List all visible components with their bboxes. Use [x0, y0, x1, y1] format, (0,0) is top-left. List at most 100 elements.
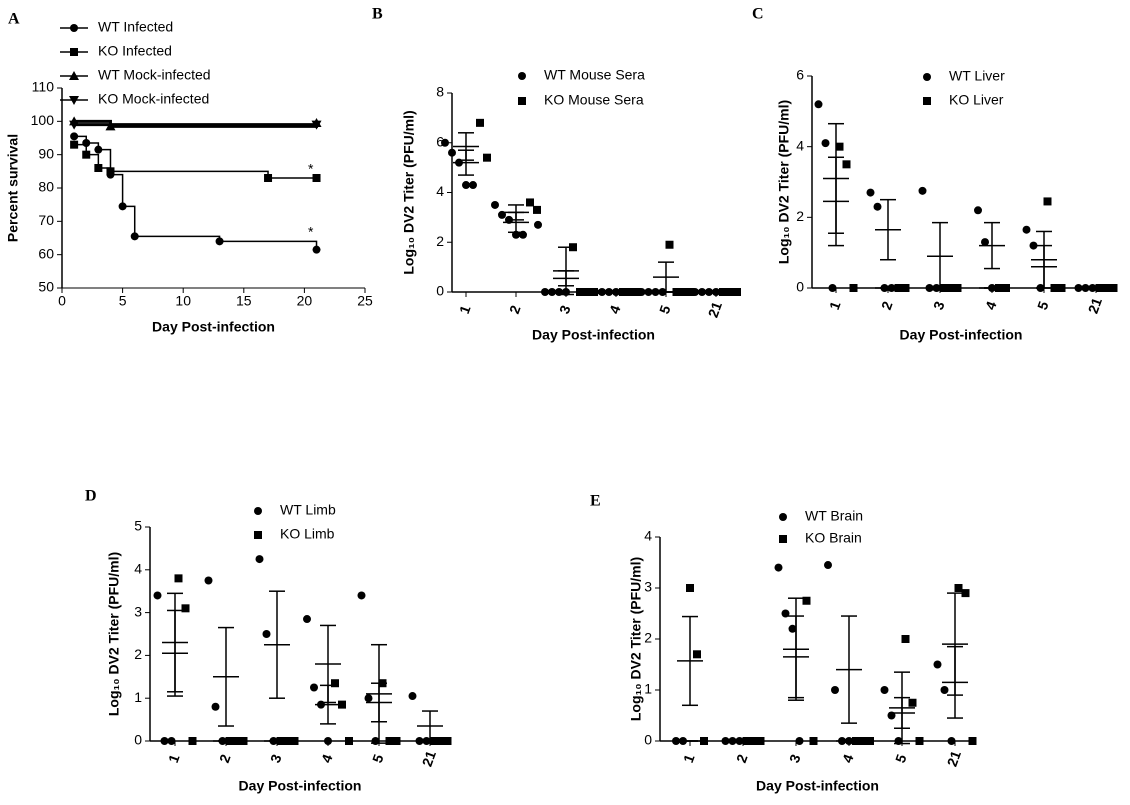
x-tick-label: 5	[119, 293, 127, 309]
point	[469, 181, 477, 190]
panel-label: A	[8, 11, 20, 28]
x-axis-label: Day Post-infection	[152, 319, 275, 335]
legend-marker	[923, 97, 931, 105]
point	[462, 181, 470, 190]
x-tick-label: 1	[680, 752, 698, 765]
x-tick-label: 5	[656, 303, 674, 316]
y-tick-label: 1	[644, 681, 652, 697]
y-axis-label: Percent survival	[5, 134, 21, 242]
point	[756, 737, 765, 745]
point	[181, 604, 190, 613]
x-tick-label: 3	[556, 303, 574, 316]
point	[310, 683, 318, 692]
point	[691, 288, 699, 296]
point	[345, 737, 353, 745]
x-axis-label: Day Post-infection	[239, 778, 362, 794]
y-tick-label: 70	[38, 212, 54, 228]
y-tick-label: 110	[32, 79, 55, 95]
y-tick-label: 1	[134, 689, 142, 705]
point	[961, 589, 970, 598]
y-tick-label: 0	[644, 732, 652, 748]
point	[686, 288, 695, 296]
point	[940, 686, 949, 694]
point	[954, 584, 963, 592]
point	[443, 737, 452, 745]
point	[835, 142, 844, 151]
point	[726, 288, 734, 296]
legend-label: WT Liver	[949, 68, 1005, 84]
point	[981, 238, 989, 247]
legend-marker	[70, 24, 78, 32]
point	[1029, 241, 1038, 250]
point	[106, 167, 115, 176]
point	[1002, 284, 1010, 292]
panel-label: B	[372, 6, 383, 23]
x-tick-label: 0	[58, 293, 66, 309]
point	[873, 202, 882, 211]
point	[167, 737, 176, 745]
x-tick-label: 1	[165, 752, 183, 765]
point	[698, 288, 706, 296]
y-tick-label: 3	[134, 603, 142, 619]
y-axis-label: Log₁₀ DV2 Titer (PFU/ml)	[401, 110, 417, 274]
point	[974, 206, 982, 215]
point	[915, 737, 924, 745]
y-axis-label: Log₁₀ DV2 Titer (PFU/ml)	[628, 557, 644, 721]
point	[255, 555, 264, 564]
y-tick-label: 2	[436, 233, 444, 249]
legend-marker	[69, 96, 79, 105]
y-tick-label: 2	[796, 208, 804, 224]
point	[947, 737, 956, 745]
x-tick-label: 3	[930, 299, 948, 312]
x-tick-label: 15	[236, 293, 252, 309]
y-tick-label: 5	[134, 518, 142, 534]
point	[1050, 284, 1059, 292]
x-tick-label: 2	[878, 299, 896, 312]
legend-label: WT Mouse Sera	[544, 67, 645, 83]
point	[262, 630, 271, 638]
point	[338, 700, 346, 709]
point	[239, 737, 248, 745]
point	[357, 591, 366, 600]
point	[364, 694, 373, 703]
y-axis-label: Log₁₀ DV2 Titer (PFU/ml)	[776, 100, 792, 264]
legend-marker	[70, 48, 78, 56]
point	[130, 232, 139, 241]
point	[849, 284, 858, 292]
panel-label: E	[590, 493, 601, 510]
point	[721, 737, 730, 745]
point	[644, 288, 653, 296]
point	[385, 737, 394, 745]
point	[866, 737, 874, 745]
x-tick-label: 21	[705, 299, 725, 319]
point	[583, 288, 591, 296]
point	[953, 284, 962, 292]
y-tick-label: 4	[796, 137, 804, 153]
legend-label: KO Limb	[280, 526, 335, 542]
x-tick-label: 4	[318, 752, 336, 765]
point	[633, 288, 641, 296]
point	[781, 609, 790, 618]
point	[842, 160, 851, 169]
point	[859, 737, 867, 745]
point	[686, 584, 694, 592]
annotation: *	[308, 161, 314, 177]
point	[788, 624, 797, 633]
x-tick-label: 10	[175, 293, 191, 309]
legend-marker	[254, 531, 262, 539]
point	[802, 596, 811, 605]
point	[211, 702, 220, 711]
x-tick-label: 3	[786, 752, 804, 765]
x-tick-label: 5	[369, 752, 387, 765]
legend-label: KO Infected	[98, 43, 172, 59]
point	[665, 240, 674, 249]
x-tick-label: 2	[216, 752, 234, 765]
point	[700, 737, 708, 745]
point	[733, 288, 741, 296]
point	[215, 237, 224, 246]
point	[598, 288, 606, 296]
point	[69, 120, 80, 130]
x-axis-label: Day Post-infection	[756, 778, 879, 794]
point	[831, 686, 839, 694]
